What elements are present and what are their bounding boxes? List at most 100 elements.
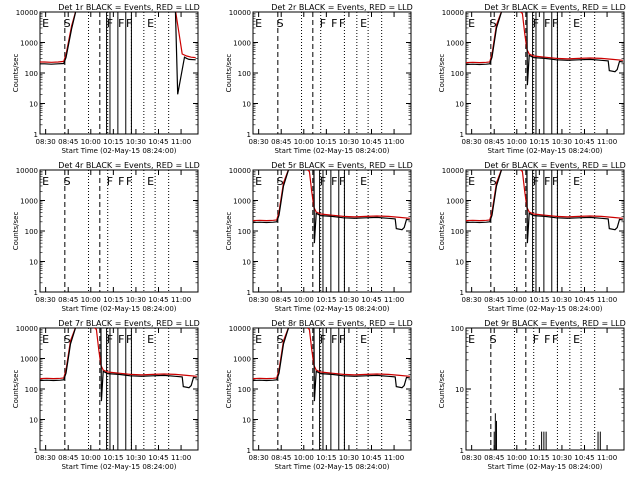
- event-annotation: F: [339, 175, 345, 188]
- series-lld-line: [40, 328, 197, 380]
- x-tick-label: 10:00: [507, 138, 527, 146]
- y-tick-label: 100: [451, 325, 464, 333]
- x-tick-label: 08:45: [58, 454, 78, 462]
- y-tick-label: 1000: [233, 356, 251, 364]
- chart-title: Det 6r BLACK = Events, RED = LLD: [484, 161, 626, 170]
- x-tick-label: 08:30: [36, 296, 56, 304]
- event-annotation: F: [533, 17, 539, 30]
- y-axis-label: Counts/sec: [438, 370, 446, 409]
- x-tick-label: 10:15: [316, 138, 336, 146]
- x-tick-label: 08:30: [462, 138, 482, 146]
- y-tick-label: 10000: [442, 9, 464, 17]
- event-annotation: E: [360, 175, 367, 188]
- y-tick-label: 10000: [442, 167, 464, 175]
- x-tick-label: 10:30: [339, 296, 359, 304]
- x-tick-label: 08:30: [249, 296, 269, 304]
- event-annotation: E: [468, 17, 475, 30]
- event-annotation: F: [118, 333, 124, 346]
- y-tick-label: 10000: [16, 167, 38, 175]
- y-tick-label: 1000: [446, 40, 464, 48]
- chart-title: Det 7r BLACK = Events, RED = LLD: [58, 319, 200, 328]
- series-events-line: [40, 12, 196, 95]
- series-lld-line: [253, 328, 410, 380]
- x-axis-label: Start Time (02-May-15 08:24:00): [274, 305, 389, 313]
- x-tick-label: 10:45: [148, 296, 168, 304]
- event-annotation: F: [552, 333, 558, 346]
- y-tick-label: 100: [25, 70, 38, 78]
- event-annotation: F: [331, 175, 337, 188]
- series-events-line: [253, 170, 411, 244]
- y-axis-label: Counts/sec: [225, 54, 233, 93]
- event-annotation: F: [533, 175, 539, 188]
- x-axis-label: Start Time (02-May-15 08:24:00): [274, 463, 389, 471]
- y-tick-label: 100: [238, 228, 251, 236]
- plot-frame: [252, 11, 412, 135]
- y-tick-label: 100: [25, 386, 38, 394]
- x-tick-label: 10:15: [103, 454, 123, 462]
- x-tick-label: 08:30: [249, 138, 269, 146]
- y-tick-label: 1: [247, 131, 251, 139]
- x-tick-label: 11:00: [597, 296, 617, 304]
- x-tick-label: 10:30: [126, 138, 146, 146]
- x-axis-label: Start Time (02-May-15 08:24:00): [487, 463, 602, 471]
- x-tick-label: 11:00: [171, 454, 191, 462]
- x-tick-label: 10:15: [316, 296, 336, 304]
- x-tick-label: 10:00: [81, 138, 101, 146]
- x-tick-label: 08:30: [36, 454, 56, 462]
- event-annotation: F: [126, 175, 132, 188]
- y-tick-label: 100: [238, 386, 251, 394]
- event-annotation: S: [490, 175, 497, 188]
- x-tick-label: 08:45: [484, 138, 504, 146]
- plot-frame: [252, 169, 412, 293]
- x-tick-label: 10:30: [339, 454, 359, 462]
- event-annotation: F: [320, 17, 326, 30]
- event-annotation: S: [64, 17, 71, 30]
- series-lld-line: [40, 12, 196, 63]
- event-annotation: F: [544, 17, 550, 30]
- x-tick-label: 08:30: [36, 138, 56, 146]
- x-tick-label: 10:45: [148, 454, 168, 462]
- event-annotation: S: [64, 333, 71, 346]
- x-tick-label: 08:30: [249, 454, 269, 462]
- y-tick-label: 100: [451, 70, 464, 78]
- event-annotation: E: [255, 175, 262, 188]
- x-tick-label: 11:00: [384, 454, 404, 462]
- chart-title: Det 8r BLACK = Events, RED = LLD: [271, 319, 413, 328]
- x-tick-label: 10:00: [507, 454, 527, 462]
- x-axis-label: Start Time (02-May-15 08:24:00): [61, 305, 176, 313]
- panels: Det 1r BLACK = Events, RED = LLD11010010…: [12, 3, 626, 471]
- chart-title: Det 9r BLACK = Events, RED = LLD: [484, 319, 626, 328]
- event-annotation: E: [360, 333, 367, 346]
- x-tick-label: 10:15: [103, 138, 123, 146]
- x-tick-label: 08:30: [462, 296, 482, 304]
- y-tick-label: 10000: [229, 325, 251, 333]
- plot-frame: [465, 11, 625, 135]
- y-tick-label: 10: [455, 101, 464, 109]
- series-events-line: [466, 170, 624, 244]
- y-tick-label: 10000: [16, 325, 38, 333]
- y-tick-label: 10: [455, 259, 464, 267]
- y-tick-label: 1: [460, 447, 464, 455]
- series-events-line: [466, 12, 624, 86]
- x-tick-label: 10:15: [529, 454, 549, 462]
- x-tick-label: 10:45: [574, 138, 594, 146]
- event-annotation: F: [126, 333, 132, 346]
- event-annotation: E: [573, 17, 580, 30]
- x-axis-label: Start Time (02-May-15 08:24:00): [274, 147, 389, 155]
- series-events-line: [253, 328, 411, 402]
- chart-panel: Det 2r BLACK = Events, RED = LLD 1 10 100 10…: [225, 3, 413, 155]
- x-axis-label: Start Time (02-May-15 08:24:00): [487, 147, 602, 155]
- chart-panel: Det 4r BLACK = Events, RED = LLD 1 10 100 10…: [12, 161, 200, 313]
- x-tick-label: 10:30: [552, 454, 572, 462]
- y-axis-label: Counts/sec: [225, 370, 233, 409]
- x-tick-label: 08:45: [484, 454, 504, 462]
- event-annotation: E: [147, 17, 154, 30]
- event-annotation: F: [544, 175, 550, 188]
- y-tick-label: 10: [29, 417, 38, 425]
- event-annotation: S: [277, 17, 284, 30]
- x-tick-label: 08:45: [484, 296, 504, 304]
- y-tick-label: 1: [34, 447, 38, 455]
- event-annotation: F: [126, 17, 132, 30]
- x-tick-label: 10:45: [361, 138, 381, 146]
